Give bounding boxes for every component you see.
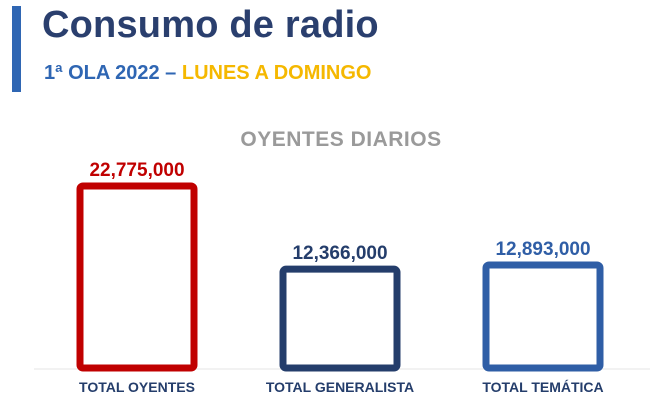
subtitle-days: LUNES A DOMINGO [181,62,372,84]
page-subtitle: 1ª OLA 2022 – LUNES A DOMINGO [44,62,372,85]
accent-bar [12,6,21,92]
bar-value-label-1: 22,775,000 [89,160,184,181]
bar-1 [76,182,198,372]
bar-value-label-2: 12,366,000 [292,243,387,264]
category-label-1: TOTAL OYENTES [79,379,195,395]
bar-3 [482,261,604,372]
bar-value-label-3: 12,893,000 [495,239,590,260]
category-label-2: TOTAL GENERALISTA [266,379,414,395]
subtitle-period: 1ª OLA 2022 – [44,62,177,84]
chart-title: OYENTES DIARIOS [240,128,442,151]
bar-2 [279,265,401,372]
page-title: Consumo de radio [42,4,379,46]
category-label-3: TOTAL TEMÁTICA [482,379,603,395]
